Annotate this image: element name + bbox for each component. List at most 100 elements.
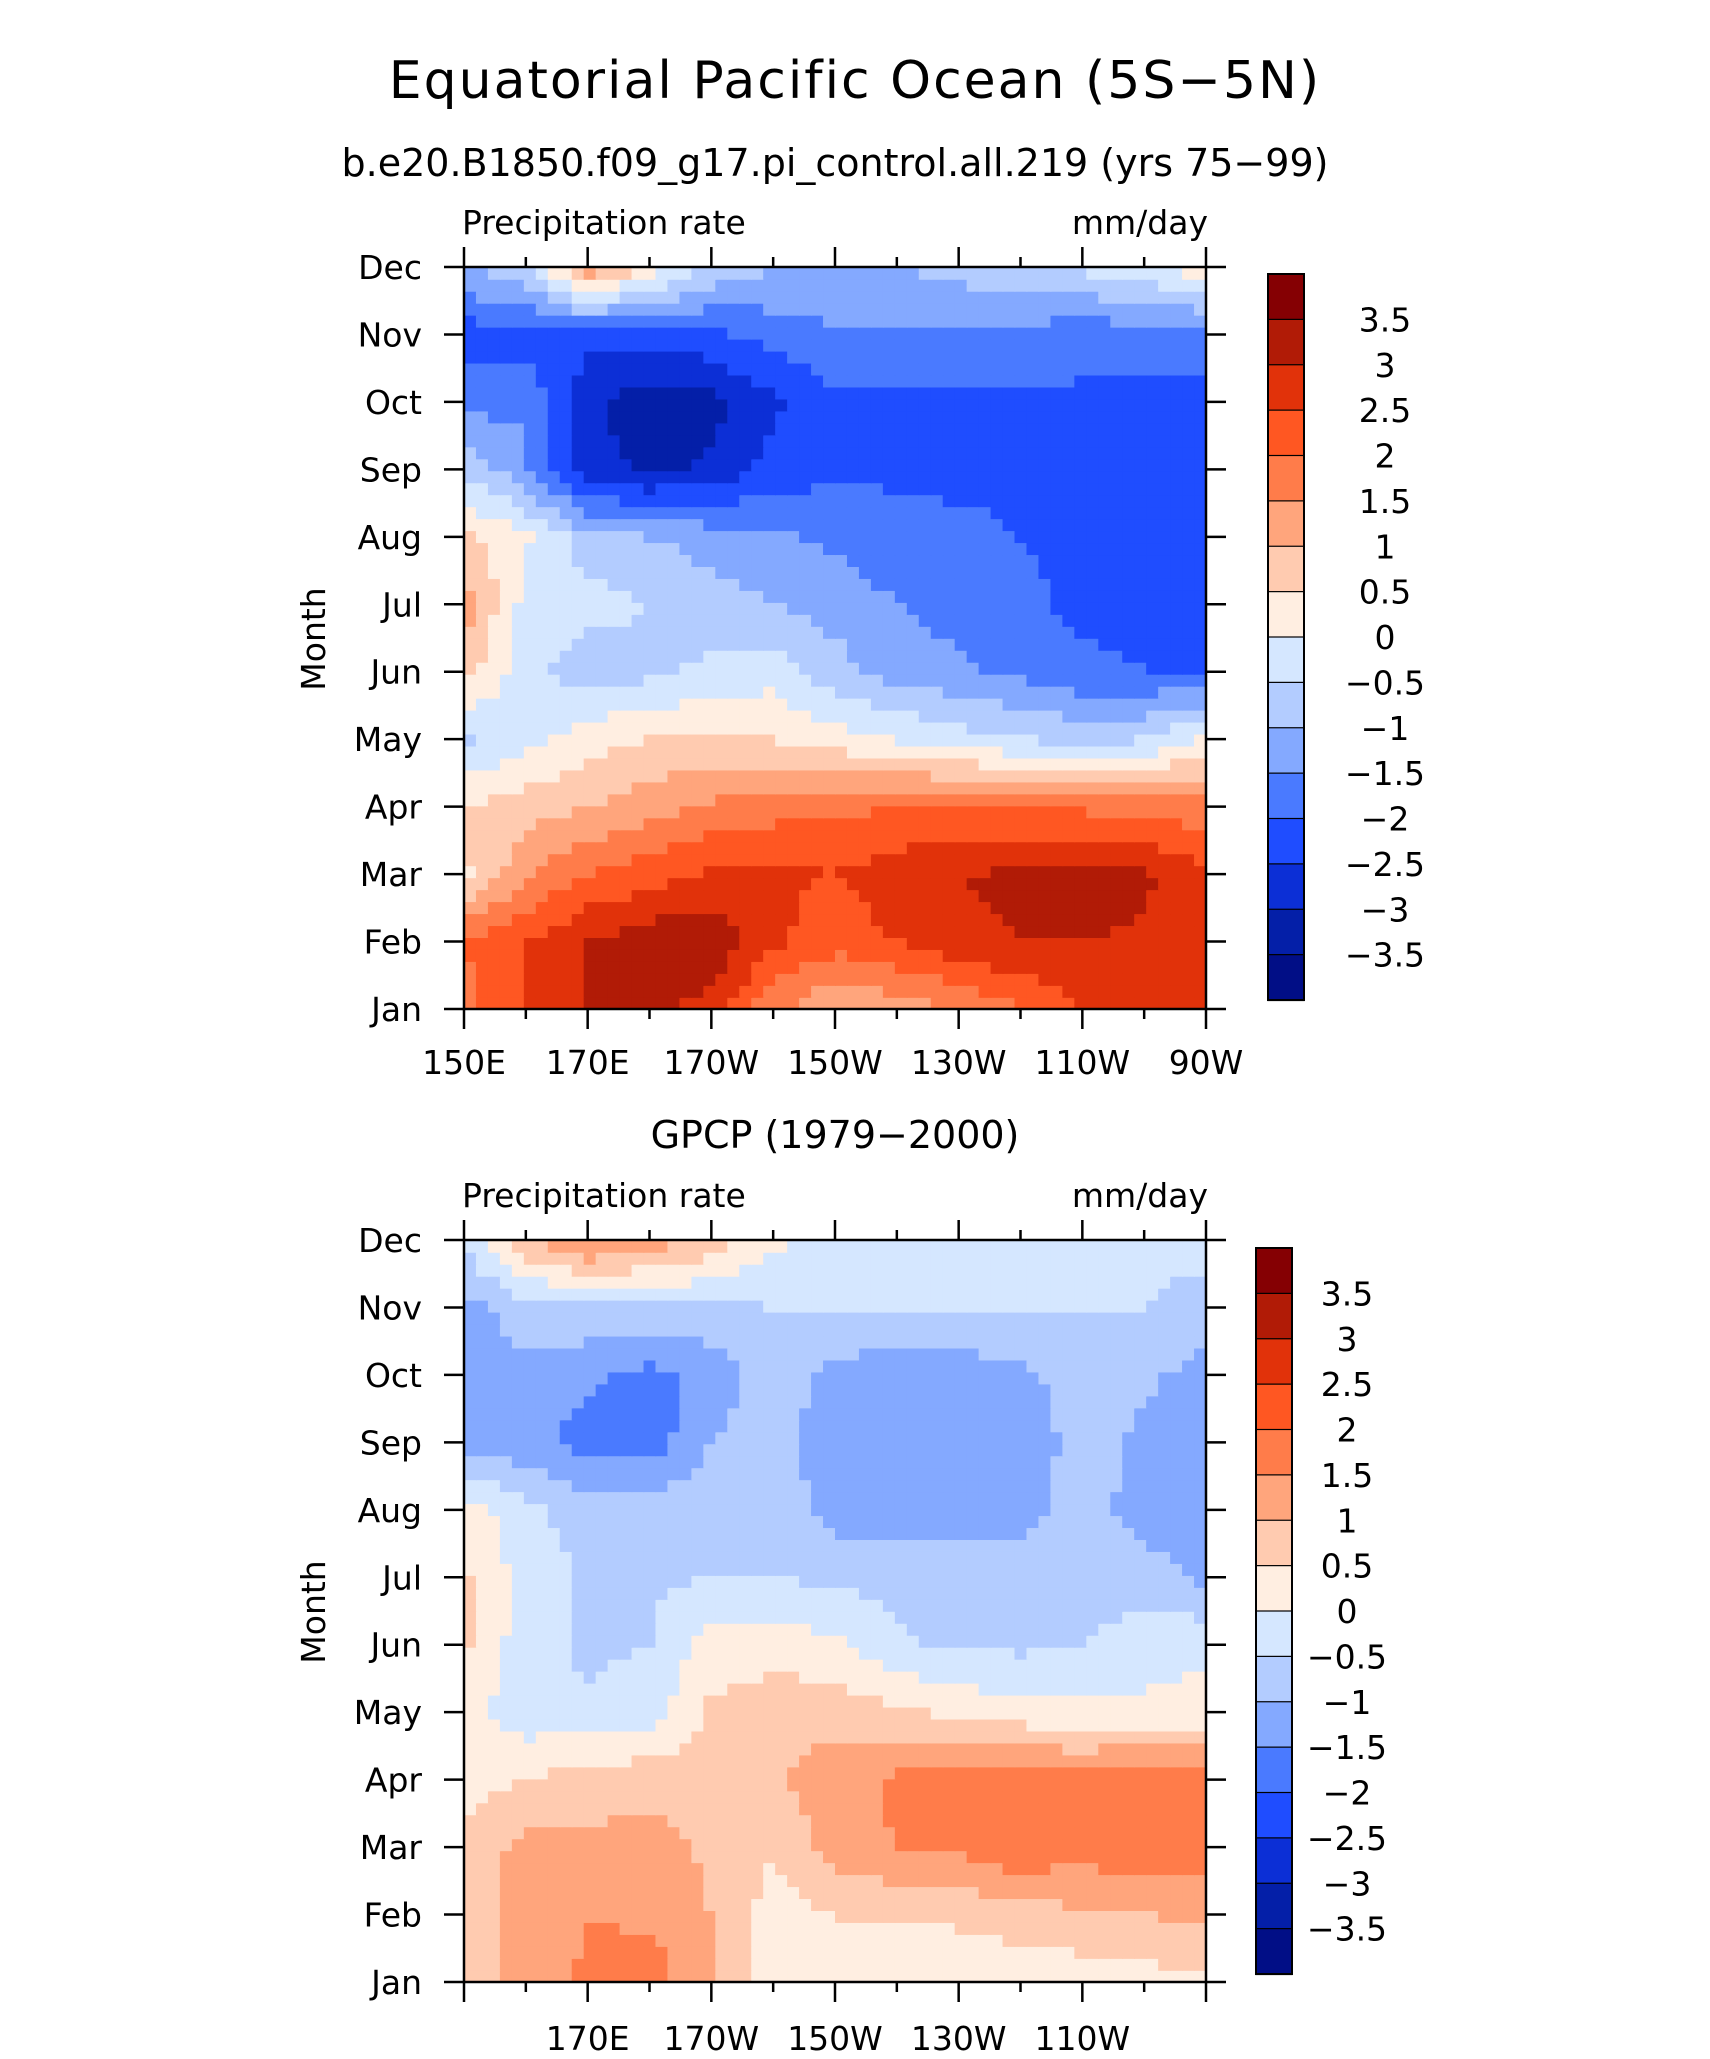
- heatmap-cell: [918, 721, 932, 735]
- colorbar-label: 2.5: [1359, 391, 1411, 430]
- heatmap-cell: [1086, 290, 1100, 304]
- heatmap-cell: [858, 1826, 872, 1840]
- heatmap-cell: [571, 1886, 585, 1900]
- heatmap-cell: [1038, 1850, 1052, 1864]
- heatmap-cell: [882, 326, 896, 340]
- heatmap-cell: [978, 793, 992, 807]
- heatmap-cell: [858, 1910, 872, 1923]
- heatmap-cell: [1134, 374, 1147, 388]
- heatmap-cell: [751, 1862, 764, 1876]
- heatmap-cell: [1098, 434, 1112, 448]
- heatmap-cell: [1050, 829, 1064, 843]
- heatmap-cell: [499, 350, 513, 364]
- heatmap-cell: [882, 302, 896, 316]
- heatmap-cell: [703, 530, 717, 544]
- heatmap-cell: [559, 602, 573, 615]
- heatmap-cell: [607, 638, 621, 651]
- heatmap-cell: [667, 709, 681, 723]
- heatmap-cell: [1194, 781, 1206, 795]
- heatmap-cell: [667, 638, 681, 651]
- heatmap-cell: [894, 1874, 908, 1888]
- heatmap-cell: [990, 470, 1004, 484]
- heatmap-cell: [499, 1790, 513, 1804]
- heatmap-cell: [978, 267, 992, 280]
- heatmap-cell: [1038, 302, 1052, 316]
- heatmap-cell: [1014, 697, 1028, 711]
- heatmap-cell: [475, 841, 489, 855]
- heatmap-cell: [619, 649, 633, 663]
- heatmap-cell: [882, 638, 896, 651]
- heatmap-cell: [475, 410, 489, 424]
- heatmap-cell: [846, 697, 860, 711]
- heatmap-cell: [1002, 278, 1016, 292]
- heatmap-cell: [595, 554, 609, 567]
- heatmap-cell: [643, 422, 657, 436]
- heatmap-cell: [511, 1934, 525, 1947]
- heatmap-cell: [559, 506, 573, 520]
- heatmap-cell: [715, 267, 729, 280]
- heatmap-cell: [1050, 506, 1064, 520]
- heatmap-cell: [1110, 614, 1124, 627]
- heatmap-cell: [1062, 626, 1076, 639]
- heatmap-cell: [966, 1946, 980, 1959]
- heatmap-cell: [966, 925, 980, 938]
- heatmap-cell: [464, 685, 477, 699]
- heatmap-cell: [1194, 901, 1206, 915]
- heatmap-cell: [1086, 1934, 1100, 1947]
- heatmap-cell: [464, 290, 477, 304]
- heatmap-cell: [715, 590, 729, 603]
- heatmap-cell: [559, 877, 573, 891]
- heatmap-cell: [1062, 769, 1076, 783]
- heatmap-cell: [1170, 913, 1183, 927]
- heatmap-cell: [715, 925, 729, 938]
- heatmap-cell: [811, 997, 824, 1009]
- heatmap-cell: [547, 362, 561, 376]
- heatmap-cell: [1122, 985, 1135, 998]
- heatmap-cell: [906, 446, 920, 460]
- heatmap-cell: [535, 422, 549, 436]
- heatmap-cell: [954, 482, 968, 496]
- heatmap-cell: [511, 566, 525, 579]
- heatmap-cell: [703, 649, 717, 663]
- heatmap-cell: [464, 1802, 477, 1816]
- heatmap-cell: [499, 302, 513, 316]
- heatmap-cell: [990, 1862, 1004, 1876]
- heatmap-cell: [487, 638, 501, 651]
- heatmap-cell: [1074, 602, 1088, 615]
- heatmap-cell: [691, 865, 705, 879]
- heatmap-cell: [823, 566, 836, 579]
- heatmap-cell: [619, 805, 633, 819]
- y-tick-label: Feb: [364, 923, 422, 962]
- heatmap-cell: [1062, 590, 1076, 603]
- heatmap-cell: [1146, 566, 1159, 579]
- heatmap-cell: [846, 350, 860, 364]
- heatmap-cell: [1026, 829, 1040, 843]
- heatmap-cell: [691, 721, 705, 735]
- heatmap-cell: [858, 566, 872, 579]
- heatmap-cell: [1182, 542, 1195, 556]
- heatmap-cell: [1086, 1886, 1100, 1900]
- heatmap-cell: [1014, 1838, 1028, 1852]
- heatmap-cell: [703, 1934, 717, 1947]
- heatmap-cell: [715, 1778, 729, 1792]
- heatmap-cell: [978, 314, 992, 328]
- heatmap-cell: [930, 889, 944, 903]
- heatmap-cell: [1134, 745, 1147, 759]
- heatmap-cell: [966, 1814, 980, 1828]
- heatmap-cell: [966, 494, 980, 508]
- heatmap-cell: [799, 877, 812, 891]
- heatmap-cell: [1002, 1922, 1016, 1935]
- heatmap-cell: [727, 685, 741, 699]
- heatmap-cell: [990, 614, 1004, 627]
- heatmap-cell: [643, 1970, 657, 1982]
- heatmap-cell: [535, 362, 549, 376]
- heatmap-cell: [631, 685, 645, 699]
- heatmap-cell: [691, 997, 705, 1009]
- heatmap-cell: [811, 458, 824, 472]
- heatmap-cell: [739, 937, 753, 950]
- heatmap-cell: [511, 278, 525, 292]
- heatmap-cell: [811, 829, 824, 843]
- heatmap-cell: [511, 518, 525, 532]
- heatmap-cell: [583, 506, 597, 520]
- heatmap-cell: [464, 314, 477, 328]
